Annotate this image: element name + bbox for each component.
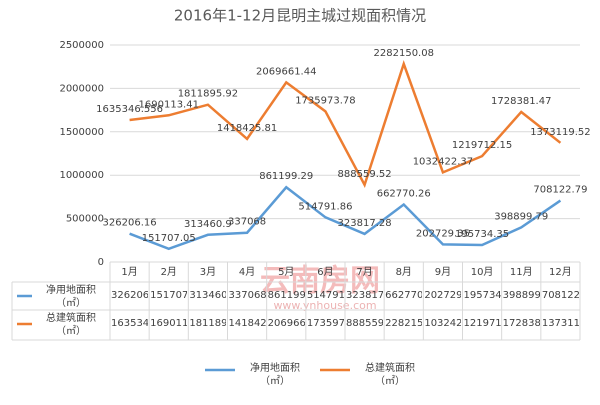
table-cell: 708122.79 xyxy=(541,290,579,301)
data-label: 1811895.92 xyxy=(178,89,238,100)
data-label: 662770.26 xyxy=(377,188,431,199)
legend-label: 总建筑面积（㎡） xyxy=(365,363,415,387)
table-cell: 888559.52 xyxy=(346,318,384,329)
table-cell: 1728381.47 xyxy=(502,318,540,329)
table-cell: 1373119.52 xyxy=(541,318,579,329)
table-cell: 861199.29 xyxy=(267,290,305,301)
table-cell: 1418425.81 xyxy=(228,318,266,329)
x-tick-label: 5月 xyxy=(278,266,294,278)
table-cell: 1690113.41 xyxy=(150,318,188,329)
table-cell: 662770.26 xyxy=(385,290,423,301)
table-cell: 2282150.08 xyxy=(385,318,423,329)
table-cell: 1811895.92 xyxy=(189,318,227,329)
data-label: 151707.05 xyxy=(142,233,196,244)
y-tick-label: 0 xyxy=(98,257,104,268)
data-label: 323817.28 xyxy=(338,218,392,229)
data-label: 1728381.47 xyxy=(491,96,551,107)
data-label: 1219712.15 xyxy=(452,140,512,151)
data-label: 398899.79 xyxy=(494,211,548,222)
table-cell: 514791.86 xyxy=(306,290,344,301)
data-label: 195734.35 xyxy=(455,229,509,240)
table-cell: 1219712.15 xyxy=(463,318,501,329)
y-tick-label: 2500000 xyxy=(59,40,104,51)
data-label: 1418425.81 xyxy=(217,123,277,134)
x-tick-label: 11月 xyxy=(510,266,533,278)
x-tick-label: 7月 xyxy=(356,266,372,278)
data-label: 514791.86 xyxy=(298,201,352,212)
table-cell: 337068 xyxy=(228,290,266,301)
x-tick-label: 6月 xyxy=(317,266,333,278)
data-label: 337068 xyxy=(228,217,266,228)
chart-title: 2016年1-12月昆明主城过规面积情况 xyxy=(174,7,426,25)
data-label: 888559.52 xyxy=(338,169,392,180)
data-label: 1032422.37 xyxy=(413,156,473,167)
watermark-url: www.ynhouse.com xyxy=(273,299,376,312)
data-label: 202729.35 xyxy=(416,228,470,239)
table-cell: 2069661.44 xyxy=(267,318,305,329)
table-cell: 151707.05 xyxy=(150,290,188,301)
table-cell: 326206.16 xyxy=(111,290,149,301)
data-label: 1735973.78 xyxy=(295,95,355,106)
y-tick-label: 1500000 xyxy=(59,127,104,138)
x-tick-label: 4月 xyxy=(239,266,255,278)
table-cell: 313460.9 xyxy=(189,290,227,301)
data-label: 861199.29 xyxy=(259,171,313,182)
x-tick-label: 8月 xyxy=(396,266,412,278)
y-tick-label: 2000000 xyxy=(59,83,104,94)
x-tick-label: 12月 xyxy=(549,266,572,278)
table-cell: 1735973.78 xyxy=(306,318,344,329)
data-label: 2069661.44 xyxy=(256,66,316,77)
series-line xyxy=(129,185,562,251)
table-cell: 323817.28 xyxy=(346,290,384,301)
x-tick-label: 9月 xyxy=(435,266,451,278)
data-label: 1373119.52 xyxy=(530,127,590,138)
table-cell: 202729.35 xyxy=(424,290,462,301)
data-label: 1690113.41 xyxy=(139,99,199,110)
table-cell: 195734.35 xyxy=(463,290,501,301)
table-series-name: 净用地面积（㎡） xyxy=(46,285,96,309)
y-tick-label: 1000000 xyxy=(59,170,104,181)
table-cell: 1635346.556 xyxy=(111,318,149,329)
watermark: 云南房网 xyxy=(260,264,380,299)
table-cell: 398899.79 xyxy=(502,290,540,301)
data-label: 326206.16 xyxy=(103,218,157,229)
table-cell: 1032422.37 xyxy=(424,318,462,329)
data-label: 313460.9 xyxy=(184,219,232,230)
series-line xyxy=(129,60,562,189)
x-tick-label: 2月 xyxy=(161,266,177,278)
x-tick-label: 3月 xyxy=(200,266,216,278)
data-label: 708122.79 xyxy=(533,185,587,196)
x-tick-label: 10月 xyxy=(471,266,494,278)
table-series-name: 总建筑面积（㎡） xyxy=(46,313,96,337)
data-label: 1635346.556 xyxy=(96,104,163,115)
y-tick-label: 500000 xyxy=(66,214,104,225)
data-label: 2282150.08 xyxy=(374,48,434,59)
x-tick-label: 1月 xyxy=(121,266,137,278)
legend-label: 净用地面积（㎡） xyxy=(250,363,300,387)
